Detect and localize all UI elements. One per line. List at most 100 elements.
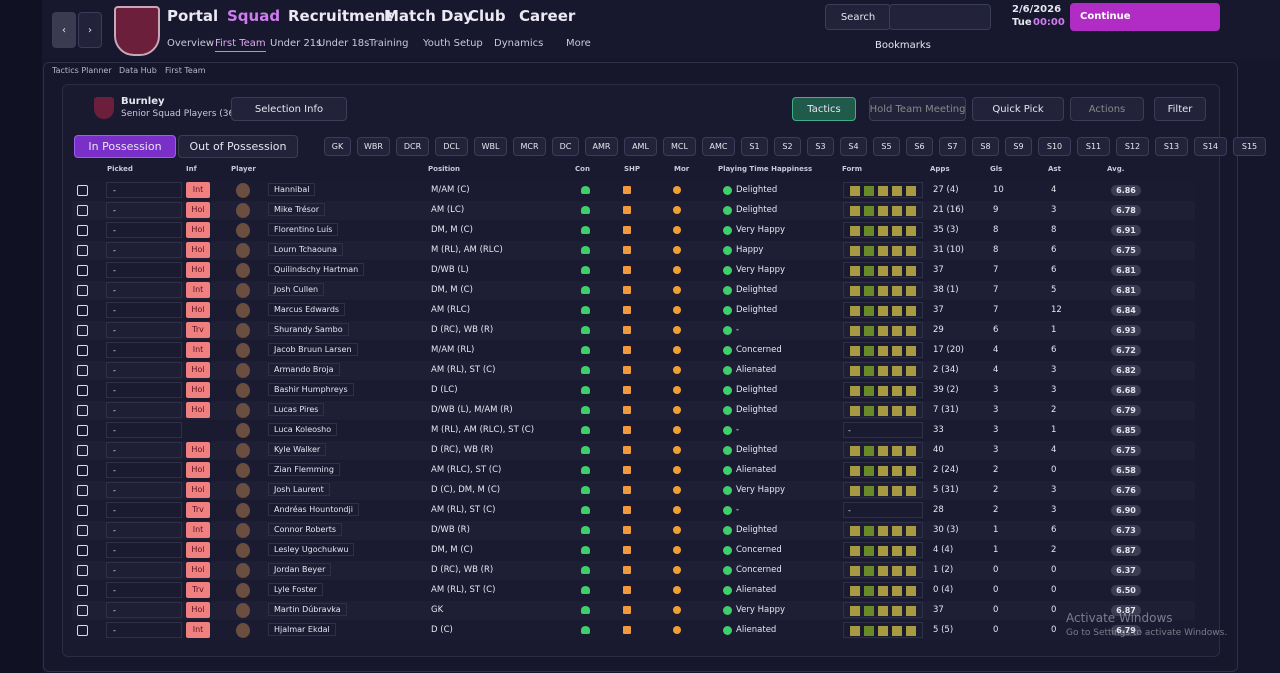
player-name[interactable]: Lesley Ugochukwu bbox=[268, 543, 355, 556]
checkbox[interactable] bbox=[77, 605, 88, 616]
sub-menu-item[interactable]: Training bbox=[369, 38, 409, 49]
checkbox[interactable] bbox=[77, 305, 88, 316]
picked-dropdown[interactable]: - bbox=[106, 342, 182, 358]
picked-dropdown[interactable]: - bbox=[106, 462, 182, 478]
sub-menu-item[interactable]: Dynamics bbox=[494, 38, 544, 49]
selection-info[interactable]: Selection Info bbox=[231, 97, 347, 121]
checkbox[interactable] bbox=[77, 265, 88, 276]
player-name[interactable]: Josh Laurent bbox=[268, 483, 330, 496]
picked-dropdown[interactable]: - bbox=[106, 362, 182, 378]
breadcrumb-item[interactable]: First Team bbox=[165, 66, 206, 75]
position-filter[interactable]: S8 bbox=[972, 137, 999, 156]
player-name[interactable]: Hannibal bbox=[268, 183, 316, 196]
main-menu-item[interactable]: Portal bbox=[167, 7, 219, 25]
picked-dropdown[interactable]: - bbox=[106, 502, 182, 518]
player-name[interactable]: Hjalmar Ekdal bbox=[268, 623, 336, 636]
column-header[interactable]: Playing Time Happiness bbox=[718, 165, 813, 173]
position-filter[interactable]: MCL bbox=[663, 137, 696, 156]
player-name[interactable]: Marcus Edwards bbox=[268, 303, 346, 316]
picked-dropdown[interactable]: - bbox=[106, 262, 182, 278]
player-name[interactable]: Connor Roberts bbox=[268, 523, 343, 536]
picked-dropdown[interactable]: - bbox=[106, 302, 182, 318]
picked-dropdown[interactable]: - bbox=[106, 202, 182, 218]
picked-dropdown[interactable]: - bbox=[106, 282, 182, 298]
bookmarks[interactable]: Bookmarks bbox=[875, 40, 931, 51]
player-name[interactable]: Lyle Foster bbox=[268, 583, 323, 596]
player-name[interactable]: Lourn Tchaouna bbox=[268, 243, 343, 256]
player-name[interactable]: Mike Trésor bbox=[268, 203, 326, 216]
picked-dropdown[interactable]: - bbox=[106, 562, 182, 578]
position-filter[interactable]: DCR bbox=[396, 137, 429, 156]
position-filter[interactable]: S7 bbox=[939, 137, 966, 156]
column-header[interactable]: Form bbox=[842, 165, 863, 173]
player-name[interactable]: Bashir Humphreys bbox=[268, 383, 354, 396]
checkbox[interactable] bbox=[77, 485, 88, 496]
column-header[interactable]: Ast bbox=[1048, 165, 1061, 173]
position-filter[interactable]: GK bbox=[324, 137, 351, 156]
player-name[interactable]: Andréas Hountondji bbox=[268, 503, 359, 516]
continue-label[interactable]: Continue bbox=[1080, 11, 1131, 22]
position-filter[interactable]: S14 bbox=[1194, 137, 1227, 156]
player-name[interactable]: Josh Cullen bbox=[268, 283, 325, 296]
checkbox[interactable] bbox=[77, 385, 88, 396]
checkbox[interactable] bbox=[77, 425, 88, 436]
position-filter[interactable]: S10 bbox=[1038, 137, 1071, 156]
position-filter[interactable]: DC bbox=[552, 137, 579, 156]
position-filter[interactable]: DCL bbox=[435, 137, 468, 156]
position-filter[interactable]: S5 bbox=[873, 137, 900, 156]
column-header[interactable]: Gls bbox=[990, 165, 1003, 173]
checkbox[interactable] bbox=[77, 405, 88, 416]
column-header[interactable]: Inf bbox=[186, 165, 197, 173]
checkbox[interactable] bbox=[77, 185, 88, 196]
position-filter[interactable]: WBL bbox=[474, 137, 507, 156]
position-filter[interactable]: AMC bbox=[702, 137, 735, 156]
sub-menu-item[interactable]: More bbox=[566, 38, 591, 49]
picked-dropdown[interactable]: - bbox=[106, 582, 182, 598]
continue-bg[interactable] bbox=[1070, 3, 1220, 31]
player-name[interactable]: Kyle Walker bbox=[268, 443, 327, 456]
checkbox[interactable] bbox=[77, 505, 88, 516]
player-name[interactable]: Zian Flemming bbox=[268, 463, 340, 476]
player-name[interactable]: Luca Koleosho bbox=[268, 423, 338, 436]
picked-dropdown[interactable]: - bbox=[106, 222, 182, 238]
tactics-button[interactable]: Tactics bbox=[792, 97, 856, 121]
checkbox[interactable] bbox=[77, 245, 88, 256]
checkbox[interactable] bbox=[77, 565, 88, 576]
sub-menu-item[interactable]: Overview bbox=[167, 38, 215, 49]
column-header[interactable]: Position bbox=[428, 165, 461, 173]
checkbox[interactable] bbox=[77, 205, 88, 216]
player-name[interactable]: Shurandy Sambo bbox=[268, 323, 349, 336]
column-header[interactable]: Player bbox=[231, 165, 256, 173]
search-button[interactable]: Search bbox=[825, 4, 891, 30]
sub-menu-item[interactable]: Youth Setup bbox=[423, 38, 483, 49]
position-filter[interactable]: MCR bbox=[513, 137, 546, 156]
sub-menu-item[interactable]: First Team bbox=[215, 38, 266, 52]
picked-dropdown[interactable]: - bbox=[106, 382, 182, 398]
actions[interactable]: Actions bbox=[1070, 97, 1144, 121]
position-filter[interactable]: S12 bbox=[1116, 137, 1149, 156]
column-header[interactable]: Con bbox=[575, 165, 590, 173]
breadcrumb-item[interactable]: Tactics Planner bbox=[52, 66, 112, 75]
player-name[interactable]: Martin Dúbravka bbox=[268, 603, 347, 616]
position-filter[interactable]: AMR bbox=[585, 137, 618, 156]
player-name[interactable]: Lucas Pires bbox=[268, 403, 325, 416]
position-filter[interactable]: S9 bbox=[1005, 137, 1032, 156]
column-header[interactable]: SHP bbox=[624, 165, 641, 173]
picked-dropdown[interactable]: - bbox=[106, 542, 182, 558]
back-button[interactable]: ‹ bbox=[52, 12, 76, 48]
checkbox[interactable] bbox=[77, 465, 88, 476]
player-name[interactable]: Florentino Luís bbox=[268, 223, 339, 236]
hold-team-meeting[interactable]: Hold Team Meeting bbox=[869, 97, 966, 121]
position-filter[interactable]: S3 bbox=[807, 137, 834, 156]
main-menu-item[interactable]: Squad bbox=[227, 7, 281, 25]
main-menu-item[interactable]: Career bbox=[519, 7, 576, 25]
checkbox[interactable] bbox=[77, 445, 88, 456]
column-header[interactable]: Avg. bbox=[1107, 165, 1125, 173]
position-filter[interactable]: S2 bbox=[774, 137, 801, 156]
checkbox[interactable] bbox=[77, 525, 88, 536]
checkbox[interactable] bbox=[77, 585, 88, 596]
position-filter[interactable]: WBR bbox=[357, 137, 390, 156]
checkbox[interactable] bbox=[77, 545, 88, 556]
tab[interactable]: Out of Possession bbox=[178, 135, 298, 158]
breadcrumb-item[interactable]: Data Hub bbox=[119, 66, 157, 75]
